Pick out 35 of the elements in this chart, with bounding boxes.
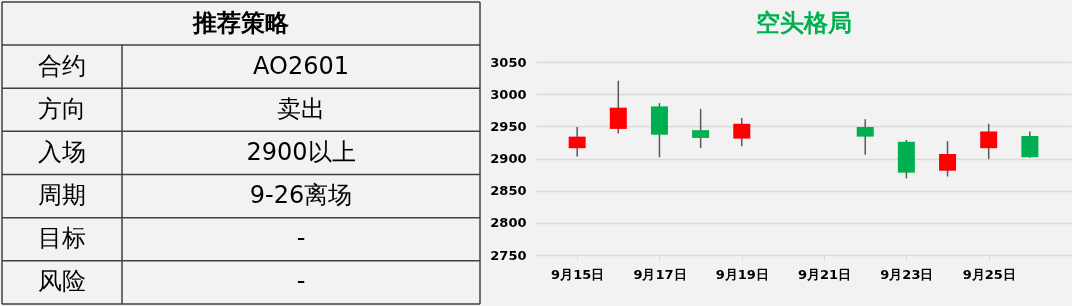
candlestick bbox=[856, 118, 874, 156]
text: 目标 bbox=[38, 224, 86, 253]
x-tick-label: 9月15日 bbox=[551, 266, 605, 282]
y-tick-label: 2800 bbox=[490, 215, 527, 231]
x-tick-label: 9月21日 bbox=[798, 266, 852, 282]
x-tick-label: 9月17日 bbox=[633, 266, 687, 282]
candlestick bbox=[1021, 130, 1039, 159]
y-tick-label: 3050 bbox=[490, 54, 527, 70]
x-tick-label: 9月25日 bbox=[962, 266, 1016, 282]
candlestick bbox=[733, 117, 751, 148]
chart-title: 空头格局 bbox=[755, 9, 852, 37]
x-tick-label: 9月19日 bbox=[715, 266, 769, 282]
text: 9-26离场 bbox=[249, 181, 353, 210]
y-tick-label: 2750 bbox=[490, 247, 527, 263]
y-tick-label: 2900 bbox=[490, 151, 527, 166]
y-tick-label: 2950 bbox=[490, 118, 527, 134]
text: - bbox=[296, 224, 306, 253]
text: 2900以上 bbox=[246, 137, 356, 166]
candlestick bbox=[568, 126, 586, 158]
text: 卖出 bbox=[277, 94, 325, 123]
text: 周期 bbox=[38, 181, 86, 210]
text: 风险 bbox=[38, 267, 86, 296]
y-tick-label: 2850 bbox=[490, 183, 527, 199]
candlestick bbox=[980, 123, 998, 160]
y-tick-label: 3000 bbox=[490, 86, 527, 102]
text: AO2601 bbox=[253, 51, 349, 80]
text: 入场 bbox=[38, 137, 86, 166]
candlestick bbox=[692, 108, 710, 149]
text: 合约 bbox=[38, 51, 86, 80]
text: - bbox=[296, 267, 306, 296]
candlestick bbox=[609, 79, 627, 135]
x-tick-label: 9月23日 bbox=[880, 266, 934, 282]
candlestick bbox=[939, 140, 957, 178]
text: 推荐策略 bbox=[192, 8, 290, 37]
text: 方向 bbox=[38, 94, 86, 123]
